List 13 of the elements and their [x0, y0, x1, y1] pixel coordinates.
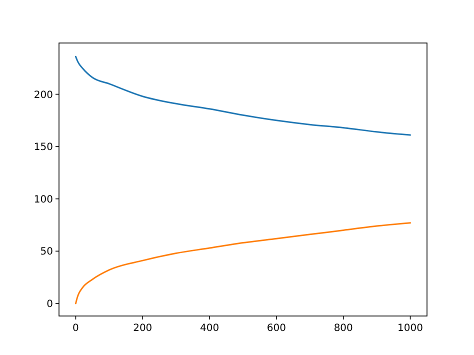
line-series	[74, 56, 412, 136]
y-tick-label: 200	[34, 90, 53, 101]
y-tick-label: 50	[40, 246, 53, 258]
x-tick-label: 600	[266, 323, 286, 334]
y-tick-label: 150	[34, 142, 53, 154]
x-tick-label: 0	[72, 323, 79, 334]
y-tick-label: 100	[34, 194, 53, 206]
y-tick-label: 0	[46, 298, 53, 310]
x-tick-label: 400	[200, 323, 220, 334]
x-tick-label: 1000	[398, 323, 423, 334]
x-tick-label: 200	[133, 323, 152, 334]
line-series	[74, 222, 412, 304]
x-tick-label: 800	[334, 323, 353, 334]
